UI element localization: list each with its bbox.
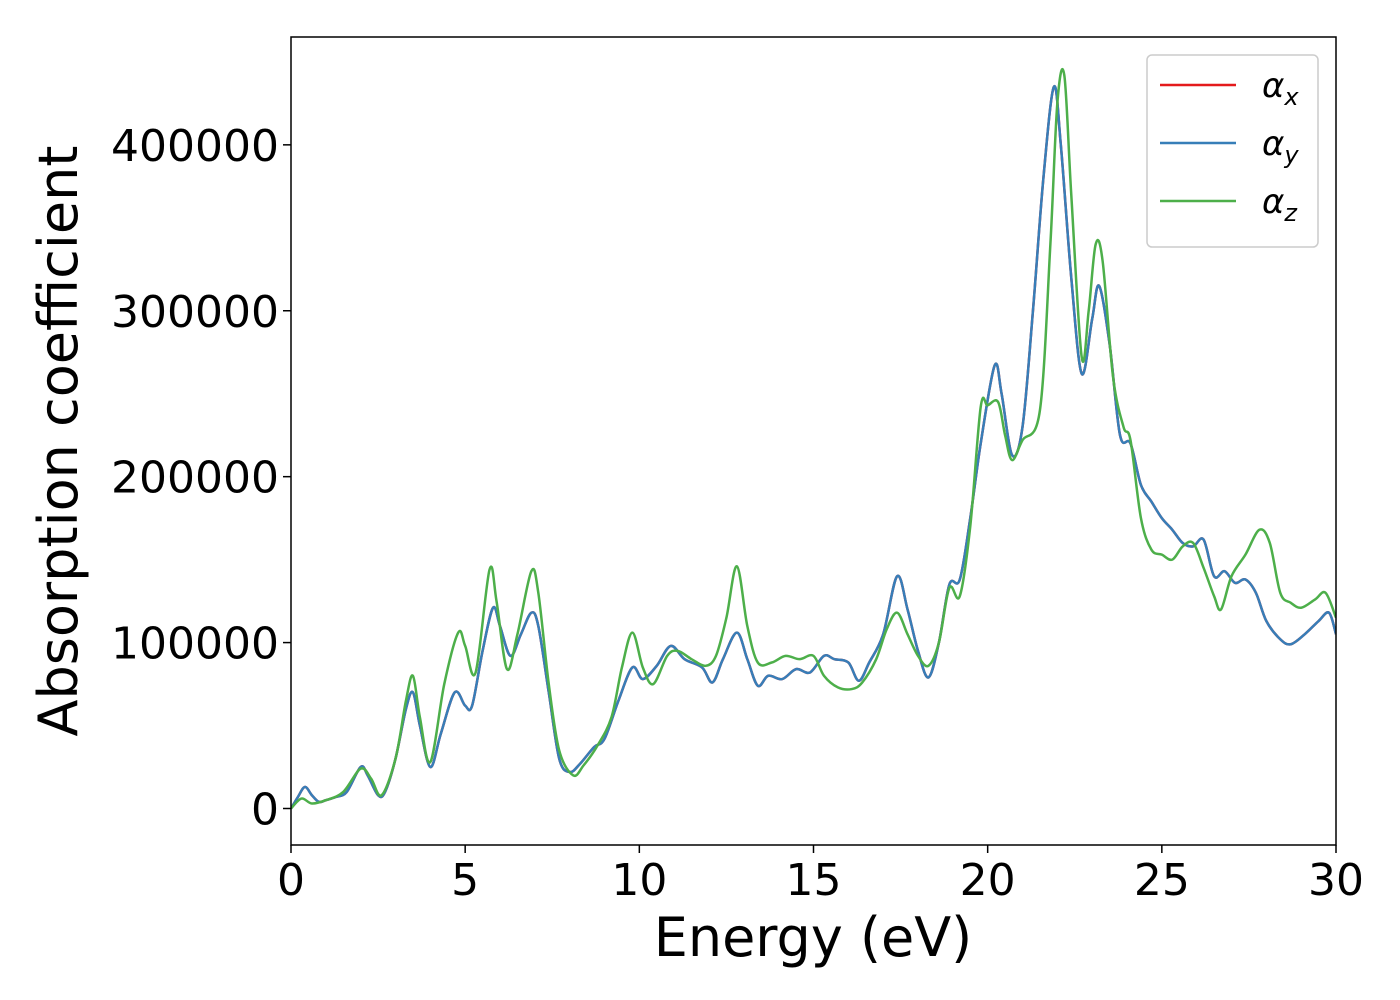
x-tick-label: 0 [277, 855, 305, 906]
y-tick-label: 400000 [111, 121, 279, 172]
y-tick-label: 200000 [111, 453, 279, 504]
x-tick-label: 30 [1308, 855, 1364, 906]
x-axis-label: Energy (eV) [654, 906, 973, 969]
legend-box [1146, 54, 1319, 248]
y-tick-label: 100000 [111, 619, 279, 670]
x-tick-label: 20 [960, 855, 1016, 906]
plot-frame [290, 36, 1337, 846]
x-tick-label: 25 [1134, 855, 1190, 906]
legend-label: αx [1262, 66, 1299, 111]
series-line [291, 67, 1336, 810]
x-tick-label: 10 [611, 855, 667, 906]
legend-label: αy [1262, 124, 1299, 169]
y-tick-label: 300000 [111, 287, 279, 338]
legend-label: αz [1262, 182, 1298, 227]
y-axis-label: Absorption coefficient [27, 146, 90, 737]
series-line [291, 85, 1336, 810]
x-tick-label: 15 [786, 855, 842, 906]
x-tick-label: 5 [451, 855, 479, 906]
y-tick-label: 0 [251, 784, 279, 835]
